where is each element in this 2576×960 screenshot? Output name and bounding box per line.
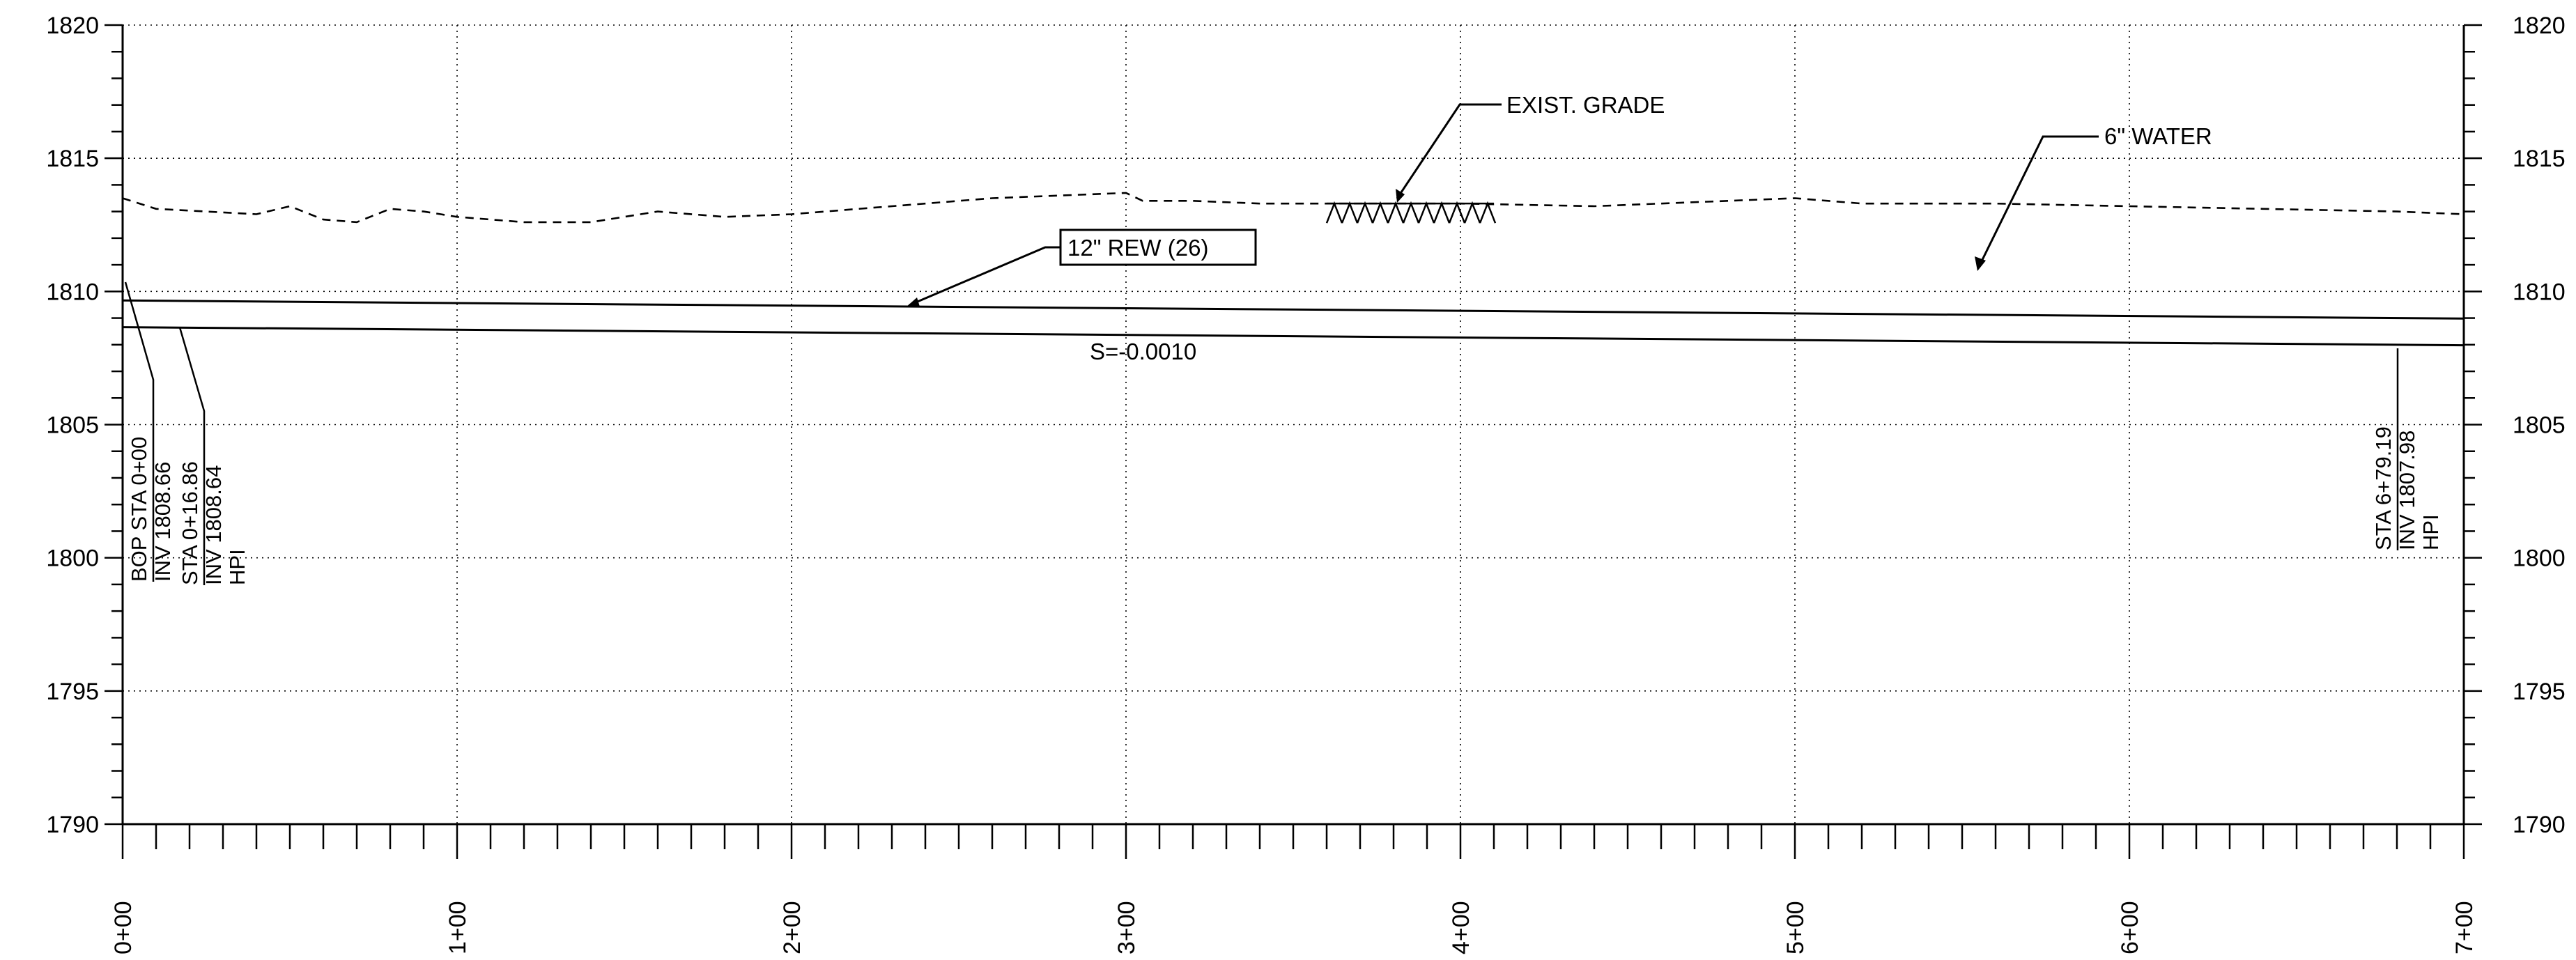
y-tick-label-left: 1810 (46, 279, 99, 305)
y-tick-label-right: 1795 (2513, 679, 2566, 705)
grade-hatch-mark (1341, 201, 1359, 224)
exist-grade-label: EXIST. GRADE (1506, 92, 1665, 118)
series-line-grade (122, 192, 2465, 224)
exist-grade-leader (1396, 103, 1502, 199)
water-leader (1977, 135, 2099, 268)
x-tick-label: 2+00 (779, 901, 805, 954)
bop-callout-leader (124, 281, 155, 582)
series-line-pipe-invert (122, 326, 2465, 347)
y-tick-label-left: 1795 (46, 679, 99, 705)
water-arrowhead (1975, 256, 1986, 271)
x-tick-label: 3+00 (1113, 901, 1140, 954)
grade-hatch-mark (1371, 201, 1389, 224)
y-tick-label-right: 1805 (2513, 412, 2566, 439)
x-tick-label: 6+00 (2117, 901, 2143, 954)
end-invert-text: INV 1807.98 (2395, 431, 2419, 550)
annotation-layer: EXIST. GRADE 6" WATER 12" REW (26) S=-0.… (124, 92, 2443, 585)
x-tick-label: 1+00 (445, 901, 471, 954)
grade-hatch-mark (1402, 201, 1420, 224)
pipe-leader (909, 246, 1061, 307)
y-tick-label-right: 1820 (2513, 13, 2566, 39)
end-hpi-tag-text: HPI (2419, 514, 2443, 550)
grid-layer (123, 24, 2464, 824)
y-tick-label-right: 1810 (2513, 279, 2566, 305)
grade-hatch-marks (1325, 201, 1497, 224)
y-tick-label-left: 1815 (46, 146, 99, 172)
bop-invert-text: INV 1808.66 (151, 462, 175, 582)
y-tick-label-left: 1800 (46, 545, 99, 572)
pipe-label: 12" REW (26) (1067, 235, 1208, 261)
x-tick-label: 5+00 (1782, 901, 1809, 954)
y-tick-label-right: 1815 (2513, 146, 2566, 172)
end-station-text: STA 6+79.19 (2371, 426, 2396, 550)
grade-hatch-mark (1356, 201, 1374, 224)
hpi-tag-text: HPI (225, 549, 249, 585)
y-tick-label-right: 1790 (2513, 812, 2566, 838)
grade-hatch-mark (1387, 201, 1405, 224)
y-tick-label-left: 1820 (46, 13, 99, 39)
series-layer (121, 192, 2465, 347)
hpi-invert-text: INV 1808.64 (201, 465, 226, 585)
x-tick-label: 7+00 (2451, 901, 2478, 954)
pipe-label-box (1059, 229, 1257, 266)
water-label: 6" WATER (2104, 123, 2212, 149)
series-line-pipe-crown (122, 299, 2465, 320)
grade-hatch-mark (1433, 201, 1451, 224)
grade-hatch-mark (1417, 201, 1435, 224)
bop-station-text: BOP STA 0+00 (127, 437, 151, 582)
pipe-arrowhead (906, 297, 920, 307)
y-tick-label-left: 1805 (46, 412, 99, 439)
y-tick-label-right: 1800 (2513, 545, 2566, 572)
tick-label-layer: 1790 1790 1795 1795 1800 1800 1805 1805 1810 1810… (46, 13, 2565, 954)
x-tick-label: 4+00 (1448, 901, 1474, 954)
exist-grade-arrowhead (1396, 189, 1405, 203)
grade-hatch-mark (1325, 201, 1343, 224)
grade-hatch-mark (1448, 201, 1466, 224)
hpi-station-text: STA 0+16.86 (178, 461, 202, 585)
y-tick-label-left: 1790 (46, 812, 99, 838)
grade-hatch-mark (1463, 201, 1481, 224)
hpi-callout-leader (178, 327, 206, 585)
axis-layer (105, 24, 2482, 859)
grade-hatch-mark (1479, 201, 1497, 224)
x-tick-label: 0+00 (110, 901, 137, 954)
slope-label: S=-0.0010 (1090, 339, 1196, 364)
